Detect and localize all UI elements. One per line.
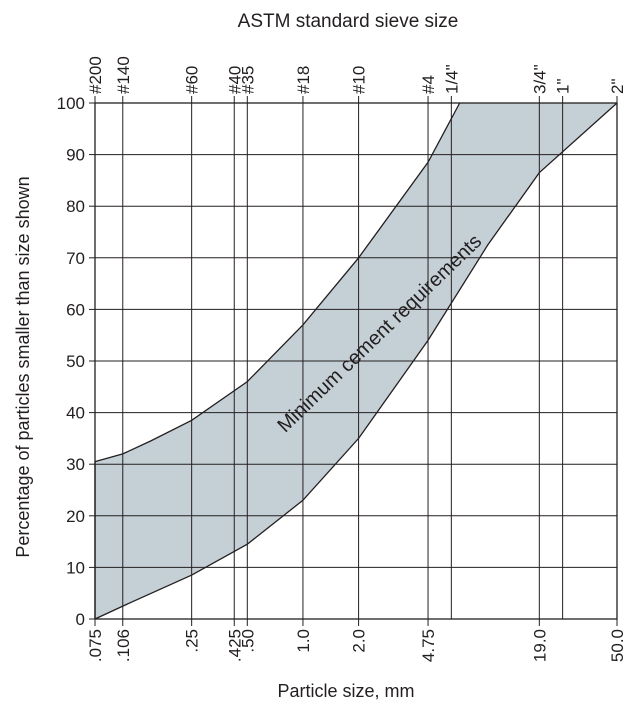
y-axis-label: Percentage of particles smaller than siz… [13,176,33,557]
sieve-tick-label-#60: #60 [183,66,202,94]
sieve-tick-label-2": 2" [608,79,627,95]
band-lower-curve [94,102,618,620]
y-tick-label-40: 40 [66,404,85,423]
sieve-tick-label-#10: #10 [350,66,369,94]
x-tick-label-.075: .075 [86,629,105,662]
y-tick-label-50: 50 [66,352,85,371]
x-tick-label-.50: .50 [238,629,257,653]
y-tick-label-60: 60 [66,300,85,319]
chart-title: ASTM standard sieve size [238,11,459,32]
sieve-tick-label-3/4": 3/4" [530,64,549,94]
sieve-tick-label-#18: #18 [294,66,313,94]
x-tick-label-19.0: 19.0 [530,629,549,662]
y-tick-label-100: 100 [57,94,85,113]
x-tick-label-50.0: 50.0 [608,629,627,662]
y-tick-label-70: 70 [66,249,85,268]
sieve-tick-label-#140: #140 [114,56,133,94]
tick-layer: 0 10 20 30 40 50 60 70 80 90 100 .075 .106 .25 .425.50… [57,56,627,662]
sieve-tick-label-1": 1" [554,79,573,95]
y-tick-label-10: 10 [66,558,85,577]
y-tick-label-30: 30 [66,455,85,474]
sieve-tick-label-#35: #35 [238,66,257,94]
x-tick-label-.425: .425 [225,629,244,662]
y-tick-label-90: 90 [66,146,85,165]
y-tick-label-0: 0 [76,610,85,629]
x-tick-label-.106: .106 [114,629,133,662]
x-tick-label-2.0: 2.0 [350,629,369,653]
sieve-tick-label-1/4": 1/4" [442,64,461,94]
x-tick-label-1.0: 1.0 [294,629,313,653]
sieve-tick-label-#200: #200 [86,56,105,94]
grid-layer [94,102,618,620]
y-tick-label-80: 80 [66,197,85,216]
sieve-tick-label-#40: #40 [225,66,244,94]
x-tick-label-.25: .25 [183,629,202,653]
sieve-tick-label-#4: #4 [419,75,438,94]
y-tick-label-20: 20 [66,507,85,526]
x-axis-label: Particle size, mm [277,681,414,701]
x-tick-label-4.75: 4.75 [419,629,438,662]
